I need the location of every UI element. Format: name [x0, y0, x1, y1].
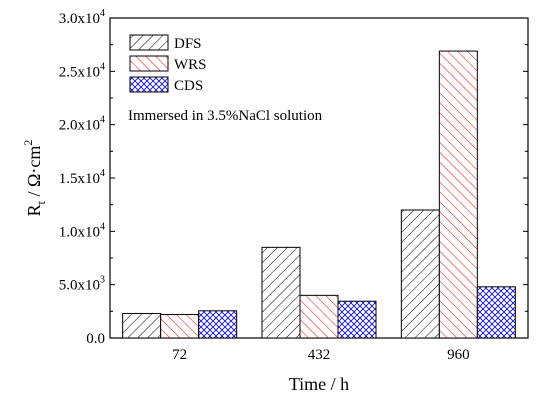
bar-wrs-960	[438, 50, 478, 339]
y-axis: 0.05.0x1031.0x1041.5x1042.0x1042.5x1043.…	[59, 8, 528, 347]
legend: DFS WRS CDS	[129, 34, 207, 94]
y-tick-label-exponent: 4	[100, 8, 105, 19]
y-tick-label: 3.0x104	[59, 8, 105, 27]
bar-cds-72	[198, 310, 238, 339]
x-axis: 72 432 960	[172, 333, 470, 363]
x-tick-label: 432	[308, 347, 331, 363]
y-tick-label: 1.5x104	[59, 168, 105, 187]
x-tick-label: 960	[447, 347, 470, 363]
x-axis-title: Time / h	[289, 374, 349, 394]
y-tick-label-exponent: 4	[100, 61, 105, 72]
legend-swatch-dfs	[129, 34, 169, 51]
y-axis-title-base: R	[24, 204, 44, 216]
y-tick-label-mantissa: 3.0x10	[59, 11, 100, 27]
legend-label-cds: CDS	[174, 78, 203, 94]
y-tick-label-mantissa: 5.0x10	[59, 278, 100, 294]
y-tick-label-mantissa: 2.0x10	[59, 118, 100, 134]
bar-cds-432	[337, 300, 377, 339]
bar-dfs-960	[400, 209, 440, 339]
bar-wrs-432	[299, 294, 339, 339]
bar-dfs-72	[122, 312, 162, 339]
legend-swatch-cds	[129, 76, 169, 93]
y-tick-label-exponent: 4	[100, 221, 105, 232]
y-tick-label-mantissa: 1.5x10	[59, 171, 100, 187]
legend-label-wrs: WRS	[174, 57, 207, 73]
legend-label-dfs: DFS	[174, 36, 202, 52]
x-tick-label: 72	[172, 347, 187, 363]
y-tick-label: 2.0x104	[59, 115, 105, 134]
bar-wrs-72	[160, 314, 200, 339]
y-axis-title-sup: 2	[21, 140, 35, 146]
y-tick-label: 5.0x103	[59, 275, 105, 294]
y-tick-label-exponent: 4	[100, 115, 105, 126]
y-tick-label: 1.0x104	[59, 221, 105, 240]
y-tick-label-exponent: 3	[100, 275, 105, 286]
bar-cds-960	[476, 286, 516, 339]
y-tick-label-exponent: 4	[100, 168, 105, 179]
y-axis-title-sub: t	[34, 200, 48, 204]
y-axis-title-mid: / Ω·cm	[24, 146, 44, 201]
y-tick-label-text: 0.0	[86, 331, 105, 347]
bars	[122, 50, 516, 339]
y-axis-title: Rt / Ω·cm2	[21, 140, 48, 217]
y-tick-label: 0.0	[86, 331, 105, 347]
bar-dfs-432	[261, 246, 301, 339]
y-tick-label: 2.5x104	[59, 61, 105, 80]
y-tick-label-mantissa: 2.5x10	[59, 64, 100, 80]
legend-swatch-wrs	[129, 55, 169, 72]
y-tick-label-mantissa: 1.0x10	[59, 224, 100, 240]
annotation: Immersed in 3.5%NaCl solution	[128, 108, 323, 124]
